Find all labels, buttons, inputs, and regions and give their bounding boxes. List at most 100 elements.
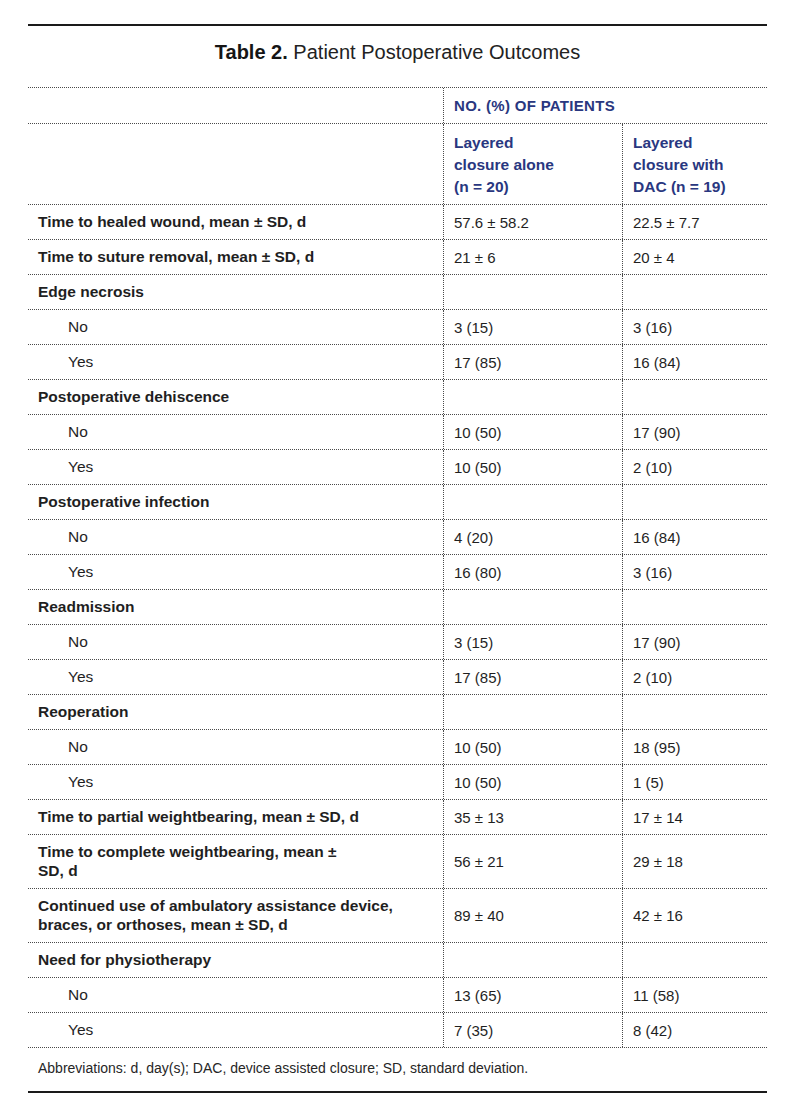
table-row: Yes 7 (35) 8 (42)	[28, 1012, 767, 1047]
row-value-cell-closure-dac	[622, 380, 767, 414]
row-label: No	[68, 317, 88, 336]
row-value-cell-closure-alone: 10 (50)	[443, 765, 622, 799]
row-label-cell: Yes	[28, 660, 443, 694]
row-value-cell-closure-dac: 2 (10)	[622, 660, 767, 694]
table-row: Time to healed wound, mean ± SD, d 57.6 …	[28, 204, 767, 239]
row-value: 10 (50)	[454, 738, 502, 757]
table-row: Yes 16 (80) 3 (16)	[28, 554, 767, 589]
table-row: No 3 (15) 3 (16)	[28, 309, 767, 344]
table-row: Need for physiotherapy	[28, 942, 767, 977]
column-header-label: Layered closure alone (n = 20)	[454, 132, 554, 198]
row-label-cell: No	[28, 978, 443, 1012]
row-label: Time to healed wound, mean ± SD, d	[38, 212, 306, 231]
row-label: Time to partial weightbearing, mean ± SD…	[38, 807, 359, 826]
row-label-cell: No	[28, 310, 443, 344]
row-label: Time to complete weightbearing, mean ± S…	[38, 842, 336, 880]
row-value: 17 (85)	[454, 353, 502, 372]
row-value-cell-closure-dac: 8 (42)	[622, 1013, 767, 1047]
table-row: Yes 17 (85) 16 (84)	[28, 344, 767, 379]
row-value-cell-closure-alone: 3 (15)	[443, 310, 622, 344]
row-value: 10 (50)	[454, 423, 502, 442]
row-label-cell: No	[28, 730, 443, 764]
column-header-spacer	[28, 124, 443, 204]
row-value-cell-closure-dac: 17 (90)	[622, 415, 767, 449]
row-value-cell-closure-dac: 29 ± 18	[622, 835, 767, 888]
row-value: 22.5 ± 7.7	[633, 213, 700, 232]
table-row: No 10 (50) 18 (95)	[28, 729, 767, 764]
row-value-cell-closure-dac: 2 (10)	[622, 450, 767, 484]
row-label-cell: Time to healed wound, mean ± SD, d	[28, 205, 443, 239]
table-row: Readmission	[28, 589, 767, 624]
group-header-cell: NO. (%) OF PATIENTS	[443, 88, 767, 123]
row-label: No	[68, 632, 88, 651]
row-value: 16 (80)	[454, 563, 502, 582]
table-row: Yes 10 (50) 1 (5)	[28, 764, 767, 799]
row-value-cell-closure-alone	[443, 695, 622, 729]
row-value: 3 (16)	[633, 318, 672, 337]
column-header-closure-alone: Layered closure alone (n = 20)	[443, 124, 622, 204]
row-label-cell: No	[28, 625, 443, 659]
row-value-cell-closure-dac: 1 (5)	[622, 765, 767, 799]
row-label-cell: Time to complete weightbearing, mean ± S…	[28, 835, 443, 888]
row-value-cell-closure-alone	[443, 590, 622, 624]
row-label: No	[68, 737, 88, 756]
row-value: 18 (95)	[633, 738, 681, 757]
row-label: Yes	[68, 667, 93, 686]
row-label-cell: No	[28, 415, 443, 449]
row-label-cell: Yes	[28, 765, 443, 799]
column-header-label: Layered closure with DAC (n = 19)	[633, 132, 726, 198]
row-value: 56 ± 21	[454, 852, 504, 871]
row-label-cell: Yes	[28, 345, 443, 379]
table-row: No 4 (20) 16 (84)	[28, 519, 767, 554]
row-label: Yes	[68, 1020, 93, 1039]
row-value-cell-closure-alone: 16 (80)	[443, 555, 622, 589]
row-value: 8 (42)	[633, 1021, 672, 1040]
row-value-cell-closure-alone: 3 (15)	[443, 625, 622, 659]
row-label: Yes	[68, 772, 93, 791]
table-row: Time to suture removal, mean ± SD, d 21 …	[28, 239, 767, 274]
table-row: Time to partial weightbearing, mean ± SD…	[28, 799, 767, 834]
table-row: Edge necrosis	[28, 274, 767, 309]
row-value-cell-closure-dac	[622, 275, 767, 309]
column-header-row: Layered closure alone (n = 20) Layered c…	[28, 123, 767, 204]
row-label-cell: Need for physiotherapy	[28, 943, 443, 977]
row-value: 10 (50)	[454, 458, 502, 477]
column-header-closure-dac: Layered closure with DAC (n = 19)	[622, 124, 767, 204]
group-header-row: NO. (%) OF PATIENTS	[28, 87, 767, 123]
row-label-cell: Yes	[28, 555, 443, 589]
row-value-cell-closure-alone: 10 (50)	[443, 415, 622, 449]
row-value: 16 (84)	[633, 353, 681, 372]
row-value-cell-closure-alone	[443, 380, 622, 414]
row-label-cell: Time to partial weightbearing, mean ± SD…	[28, 800, 443, 834]
row-label-cell: Time to suture removal, mean ± SD, d	[28, 240, 443, 274]
row-value-cell-closure-dac: 18 (95)	[622, 730, 767, 764]
row-label: Edge necrosis	[38, 282, 144, 301]
row-value-cell-closure-dac: 22.5 ± 7.7	[622, 205, 767, 239]
row-value: 13 (65)	[454, 986, 502, 1005]
row-value-cell-closure-dac: 17 (90)	[622, 625, 767, 659]
row-value-cell-closure-dac	[622, 485, 767, 519]
row-value: 7 (35)	[454, 1021, 493, 1040]
row-label-cell: Postoperative infection	[28, 485, 443, 519]
row-value: 57.6 ± 58.2	[454, 213, 529, 232]
row-label-cell: Yes	[28, 1013, 443, 1047]
row-value: 10 (50)	[454, 773, 502, 792]
row-label: Yes	[68, 562, 93, 581]
row-label-cell: Yes	[28, 450, 443, 484]
row-value-cell-closure-dac: 42 ± 16	[622, 889, 767, 942]
row-label: Readmission	[38, 597, 134, 616]
row-value: 11 (58)	[633, 986, 679, 1005]
row-label: Yes	[68, 352, 93, 371]
table-title-text: Patient Postoperative Outcomes	[293, 41, 580, 63]
group-header-label: NO. (%) OF PATIENTS	[454, 97, 615, 114]
row-value: 1 (5)	[633, 773, 664, 792]
row-label-cell: No	[28, 520, 443, 554]
row-label-cell: Readmission	[28, 590, 443, 624]
row-value-cell-closure-alone: 4 (20)	[443, 520, 622, 554]
row-value-cell-closure-alone: 57.6 ± 58.2	[443, 205, 622, 239]
row-value-cell-closure-dac: 17 ± 14	[622, 800, 767, 834]
abbreviations-footnote: Abbreviations: d, day(s); DAC, device as…	[38, 1060, 528, 1076]
row-value: 89 ± 40	[454, 906, 504, 925]
row-value: 17 (85)	[454, 668, 502, 687]
row-label: Yes	[68, 457, 93, 476]
